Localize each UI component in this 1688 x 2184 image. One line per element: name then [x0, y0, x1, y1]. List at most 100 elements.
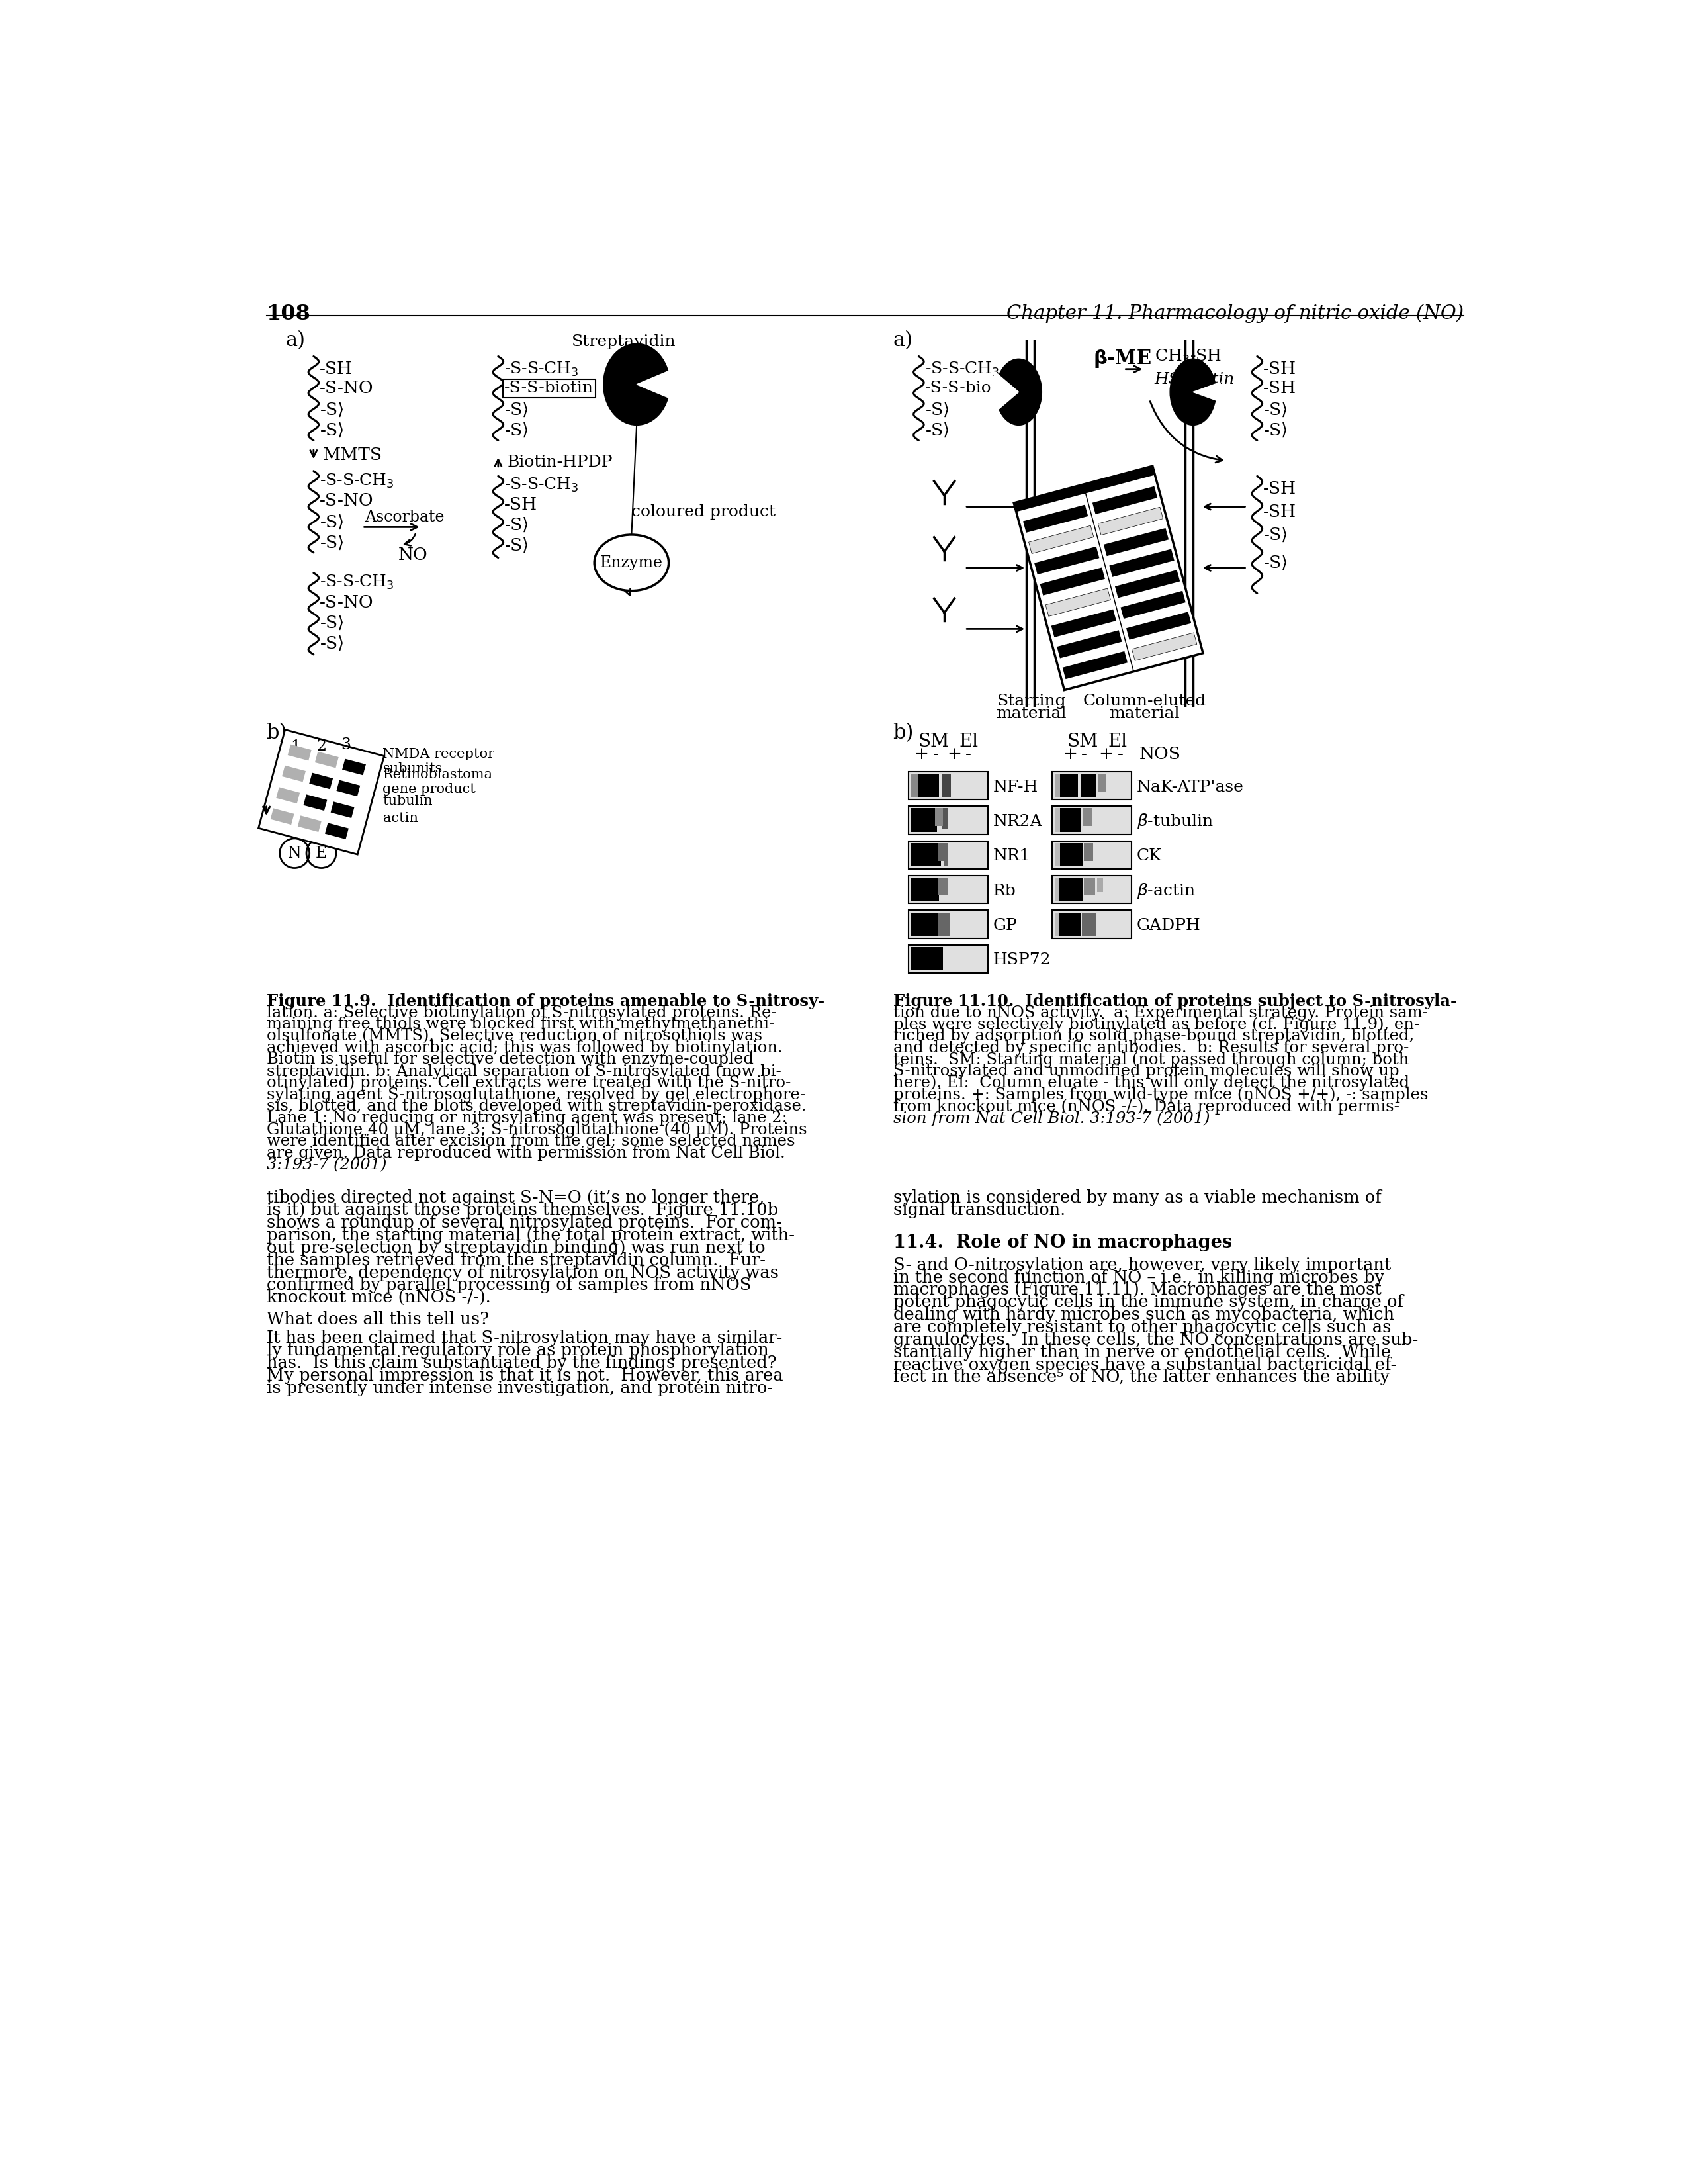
Text: -S$\rangle$: -S$\rangle$: [319, 422, 344, 439]
Text: maining free thiols were blocked first with methylmethanethi-: maining free thiols were blocked first w…: [267, 1018, 775, 1033]
Bar: [1116, 570, 1180, 598]
Text: Enzyme: Enzyme: [599, 555, 663, 570]
Bar: [1097, 507, 1163, 535]
Text: +: +: [1063, 745, 1077, 762]
Text: macrophages (Figure 11.11). Macrophages are the most: macrophages (Figure 11.11). Macrophages …: [893, 1282, 1381, 1297]
Text: NR1: NR1: [993, 850, 1030, 865]
Bar: [1126, 612, 1192, 640]
Bar: [1028, 526, 1094, 553]
Text: CH$_3$-SH: CH$_3$-SH: [1155, 347, 1222, 365]
Bar: [1104, 529, 1168, 557]
Text: from knockout mice (nNOS -/-). Data reproduced with permis-: from knockout mice (nNOS -/-). Data repr…: [893, 1099, 1399, 1114]
Text: 1: 1: [290, 740, 300, 756]
Text: -S$\rangle$: -S$\rangle$: [1263, 422, 1288, 439]
Text: Ascorbate: Ascorbate: [365, 509, 444, 524]
Text: 3:193-7 (2001): 3:193-7 (2001): [267, 1158, 387, 1173]
Text: S- and O-nitrosylation are, however, very likely important: S- and O-nitrosylation are, however, ver…: [893, 1256, 1391, 1273]
Bar: [1055, 773, 1060, 797]
Text: Column-eluted: Column-eluted: [1082, 695, 1205, 710]
Text: granulocytes.  In these cells, the NO concentrations are sub-: granulocytes. In these cells, the NO con…: [893, 1332, 1418, 1348]
Bar: [939, 913, 949, 935]
Text: What does all this tell us?: What does all this tell us?: [267, 1310, 490, 1328]
Polygon shape: [991, 373, 1018, 411]
Bar: [912, 773, 939, 797]
Text: Figure 11.10.  Identification of proteins subject to S-nitrosyla-: Figure 11.10. Identification of proteins…: [893, 994, 1457, 1009]
Text: are completely resistant to other phagocytic cells such as: are completely resistant to other phagoc…: [893, 1319, 1391, 1337]
Bar: [1055, 878, 1082, 902]
Text: -S-NO: -S-NO: [319, 594, 373, 612]
Bar: [1084, 843, 1094, 860]
Bar: [908, 946, 987, 974]
Text: in the second function of NO – i.e., in killing microbes by: in the second function of NO – i.e., in …: [893, 1269, 1384, 1286]
Text: +: +: [947, 745, 962, 762]
Text: material: material: [996, 705, 1067, 721]
Bar: [343, 758, 366, 775]
Text: is presently under intense investigation, and protein nitro-: is presently under intense investigation…: [267, 1380, 773, 1396]
Polygon shape: [1193, 382, 1220, 402]
Bar: [282, 767, 306, 782]
Text: ples were selectively biotinylated as before (cf. Figure 11.9), en-: ples were selectively biotinylated as be…: [893, 1018, 1420, 1033]
Bar: [912, 773, 918, 797]
Text: confirmed by parallel processing of samples from nNOS: confirmed by parallel processing of samp…: [267, 1278, 751, 1293]
Text: -: -: [1117, 745, 1123, 762]
Bar: [1080, 773, 1096, 797]
Text: -S$\rangle$: -S$\rangle$: [319, 513, 344, 531]
Bar: [277, 786, 300, 804]
Bar: [939, 878, 949, 895]
Text: -S-S-CH$_3$: -S-S-CH$_3$: [505, 360, 579, 378]
Bar: [309, 773, 333, 788]
Text: -S$\rangle$: -S$\rangle$: [319, 402, 344, 419]
Bar: [1055, 913, 1080, 935]
Text: a): a): [893, 330, 913, 352]
Bar: [1040, 568, 1106, 596]
Bar: [1092, 487, 1158, 513]
Text: -S$\rangle$: -S$\rangle$: [1263, 526, 1288, 544]
Text: sis, blotted, and the blots developed with streptavidin-peroxidase.: sis, blotted, and the blots developed wi…: [267, 1099, 805, 1114]
Text: lation. a: Selective biotinylation of S-nitrosylated proteins. Re-: lation. a: Selective biotinylation of S-…: [267, 1005, 776, 1020]
Text: Lane 1: No reducing or nitrosylating agent was present; lane 2:: Lane 1: No reducing or nitrosylating age…: [267, 1109, 787, 1125]
FancyBboxPatch shape: [258, 729, 385, 854]
Bar: [324, 823, 349, 839]
Bar: [942, 808, 949, 828]
Bar: [1097, 878, 1104, 891]
Bar: [908, 841, 987, 869]
Text: sylation is considered by many as a viable mechanism of: sylation is considered by many as a viab…: [893, 1190, 1381, 1206]
Ellipse shape: [1170, 358, 1215, 426]
Text: achieved with ascorbic acid; this was followed by biotinylation.: achieved with ascorbic acid; this was fo…: [267, 1040, 782, 1055]
Bar: [1052, 911, 1131, 939]
Text: -S$\rangle$: -S$\rangle$: [925, 422, 949, 439]
Bar: [912, 948, 944, 970]
Text: sylating agent S-nitrosoglutathione, resolved by gel electrophore-: sylating agent S-nitrosoglutathione, res…: [267, 1088, 805, 1103]
Text: proteins. +: Samples from wild-type mice (nNOS +/+), -: samples: proteins. +: Samples from wild-type mice…: [893, 1088, 1428, 1103]
Text: tibodies directed not against S-N=O (it’s no longer there,: tibodies directed not against S-N=O (it’…: [267, 1190, 765, 1206]
Bar: [912, 878, 939, 902]
Bar: [1035, 546, 1099, 574]
Bar: [1109, 548, 1175, 577]
Text: teins.  SM: Starting material (not passed through column; both: teins. SM: Starting material (not passed…: [893, 1053, 1409, 1068]
Text: -SH: -SH: [505, 496, 537, 513]
Text: -S$\rangle$: -S$\rangle$: [1263, 402, 1288, 419]
Bar: [908, 771, 987, 799]
Text: -S$\rangle$: -S$\rangle$: [1263, 555, 1288, 572]
Text: N: N: [287, 845, 302, 860]
Text: NO: NO: [398, 546, 427, 563]
Text: GADPH: GADPH: [1136, 917, 1200, 933]
Text: is it) but against those proteins themselves.  Figure 11.10b: is it) but against those proteins themse…: [267, 1201, 778, 1219]
Text: -S-S-biotin: -S-S-biotin: [505, 380, 594, 395]
Text: Retinoblastoma
gene product: Retinoblastoma gene product: [383, 769, 493, 795]
Text: $\mathbf{\beta}$-ME: $\mathbf{\beta}$-ME: [1094, 347, 1151, 369]
Ellipse shape: [603, 343, 670, 426]
Text: b): b): [893, 723, 913, 743]
Text: SM: SM: [1067, 732, 1099, 749]
Text: -S$\rangle$: -S$\rangle$: [319, 636, 344, 653]
Text: -S-NO: -S-NO: [319, 491, 373, 509]
Text: -SH: -SH: [1263, 360, 1296, 378]
Text: Rb: Rb: [993, 882, 1016, 898]
Text: -S-S-CH$_3$: -S-S-CH$_3$: [319, 574, 395, 592]
Text: parison, the starting material (the total protein extract, with-: parison, the starting material (the tota…: [267, 1227, 795, 1243]
Text: -S$\rangle$: -S$\rangle$: [505, 422, 528, 439]
Text: -: -: [933, 745, 939, 762]
Bar: [939, 843, 947, 860]
Bar: [1082, 913, 1096, 935]
Text: coloured product: coloured product: [631, 505, 776, 520]
